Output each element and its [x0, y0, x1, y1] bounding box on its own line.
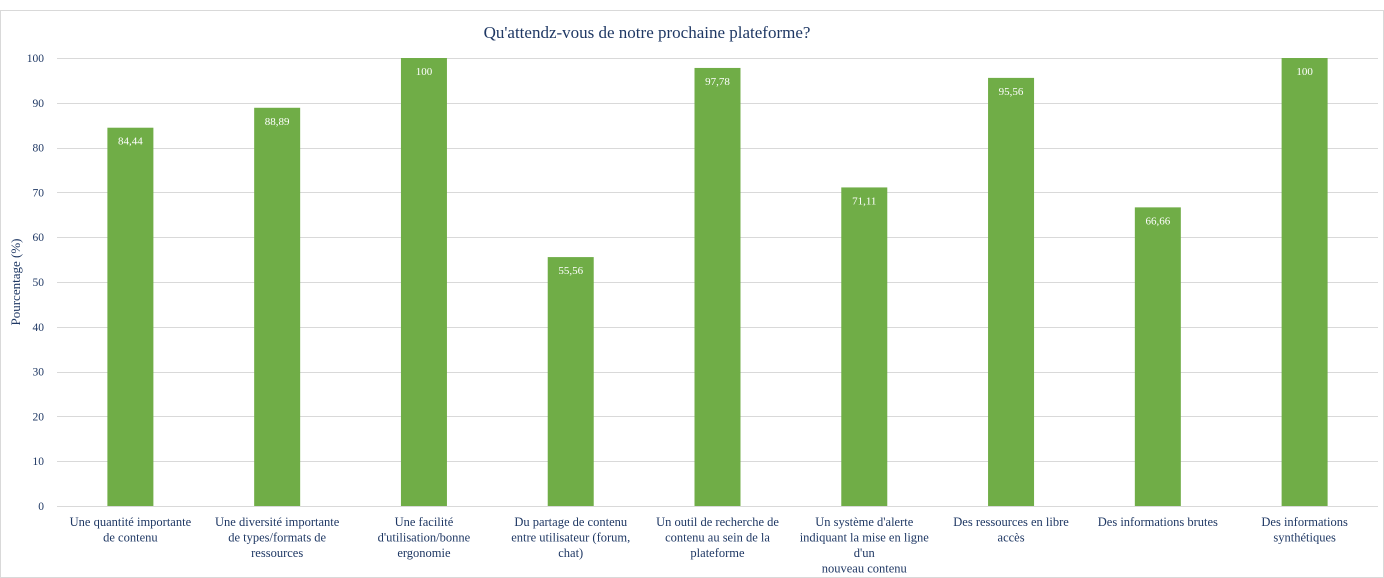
y-tick-label: 50 [33, 277, 45, 289]
x-category-line: plateforme [690, 546, 745, 560]
bars [107, 58, 1328, 507]
data-label: 100 [1296, 66, 1313, 78]
data-label: 71,11 [852, 195, 876, 207]
x-category-line: Une quantité importante [70, 515, 192, 529]
x-category-line: entre utilisateur (forum, [511, 531, 630, 545]
x-category-line: chat) [558, 546, 583, 560]
bar [988, 77, 1035, 506]
x-category-line: de contenu [103, 531, 158, 545]
data-label: 95,56 [999, 86, 1024, 98]
y-tick-label: 10 [33, 456, 45, 468]
x-category-line: Des informations brutes [1098, 515, 1218, 529]
x-category-label: Une quantité importante de contenu [70, 515, 192, 545]
data-label: 100 [416, 66, 433, 78]
x-category-label: Des informations synthétiques [1261, 515, 1348, 545]
bar [694, 67, 741, 506]
y-axis-label: Pourcentage (%) [8, 239, 23, 326]
bar [400, 58, 447, 506]
bar [254, 107, 301, 506]
data-label: 97,78 [705, 76, 730, 88]
data-labels: 84,44 88,89 100 55,56 97,78 71,11 95,56 66,66 10… [118, 66, 1313, 277]
x-category-label: Des informations brutes [1098, 515, 1218, 529]
bar [841, 187, 888, 507]
y-tick-label: 70 [33, 187, 45, 199]
bar [547, 257, 594, 506]
y-axis-ticks: 0 10 20 30 40 50 60 70 80 90 100 [27, 53, 45, 513]
x-category-line: indiquant la mise en ligne [800, 531, 930, 545]
y-tick-label: 90 [33, 98, 45, 110]
x-category-line: accès [998, 531, 1025, 545]
x-category-line: Des ressources en libre [953, 515, 1069, 529]
y-tick-label: 30 [33, 367, 45, 379]
x-category-label: Un outil de recherche de contenu au sein … [656, 515, 779, 560]
x-category-line: Une facilité [395, 515, 454, 529]
x-category-line: de types/formats de [228, 531, 326, 545]
data-label: 55,56 [558, 265, 583, 277]
x-category-line: d'utilisation/bonne [378, 531, 471, 545]
x-category-line: Un outil de recherche de [656, 515, 779, 529]
x-category-label: Un système d'alerte indiquant la mise en … [800, 515, 930, 576]
bar [1134, 207, 1181, 506]
y-tick-label: 60 [33, 232, 45, 244]
x-category-line: ressources [251, 546, 303, 560]
x-category-line: nouveau contenu [822, 562, 908, 576]
y-tick-label: 100 [27, 53, 45, 65]
x-category-label: Du partage de contenu entre utilisateur (… [511, 515, 630, 560]
x-category-line: Du partage de contenu [514, 515, 628, 529]
x-axis-categories: Une quantité importante de contenu Une div… [70, 515, 1348, 576]
y-tick-label: 80 [33, 143, 45, 155]
x-category-line: Une diversité importante [215, 515, 340, 529]
x-category-line: synthétiques [1273, 531, 1336, 545]
bar [107, 127, 154, 506]
x-category-label: Une diversité importante de types/formats… [215, 515, 340, 560]
y-tick-label: 0 [38, 501, 44, 513]
y-tick-label: 40 [33, 322, 45, 334]
x-category-line: d'un [854, 546, 876, 560]
bar [1281, 58, 1328, 506]
x-category-line: contenu au sein de la [665, 531, 770, 545]
x-category-line: Des informations [1261, 515, 1348, 529]
x-category-label: Une facilité d'utilisation/bonne ergonomie [378, 515, 471, 560]
x-category-line: Un système d'alerte [815, 515, 914, 529]
chart-title: Qu'attendz-vous de notre prochaine plate… [484, 23, 811, 42]
data-label: 88,89 [265, 116, 290, 128]
x-category-label: Des ressources en libre accès [953, 515, 1069, 545]
y-tick-label: 20 [33, 411, 45, 423]
data-label: 66,66 [1145, 215, 1170, 227]
data-label: 84,44 [118, 136, 143, 148]
x-category-line: ergonomie [397, 546, 451, 560]
